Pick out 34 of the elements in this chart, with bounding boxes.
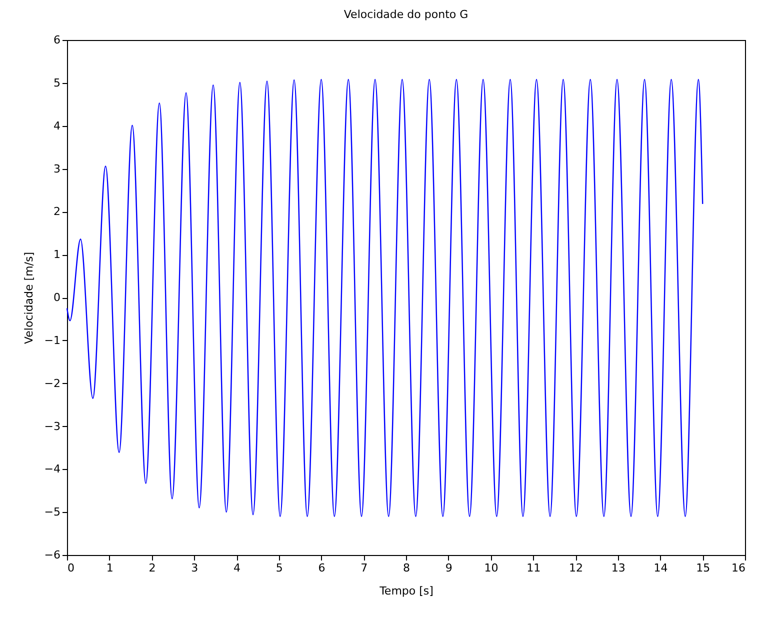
x-tick-label: 1 (106, 562, 114, 574)
x-tick-label: 7 (360, 562, 368, 574)
y-tick-label: −5 (44, 506, 60, 519)
x-tick-label: 15 (696, 562, 710, 574)
y-tick-label: 4 (54, 119, 60, 132)
y-tick-label: 2 (54, 205, 60, 218)
x-tick-label: 16 (732, 562, 746, 574)
chart-title: Velocidade do ponto G (344, 8, 468, 21)
y-tick-label: 0 (54, 291, 60, 304)
y-tick-label: 1 (54, 248, 60, 262)
x-tick-label: 13 (611, 562, 626, 574)
x-tick-label: 9 (445, 562, 452, 574)
x-tick-label: 0 (68, 562, 74, 574)
x-tick-label: 10 (484, 562, 498, 574)
x-tick-label: 6 (318, 562, 326, 574)
y-tick-label: −6 (44, 548, 60, 562)
y-tick-label: −4 (44, 462, 60, 476)
x-tick-label: 5 (276, 562, 283, 574)
y-tick-label: 3 (54, 162, 60, 176)
y-tick-label: −2 (44, 376, 60, 390)
x-tick-label: 3 (191, 562, 198, 574)
x-tick-label: 2 (148, 562, 156, 574)
y-tick-label: −1 (44, 334, 60, 347)
y-tick-label: 6 (54, 34, 60, 46)
x-tick-label: 14 (654, 562, 668, 574)
x-tick-label: 11 (526, 562, 541, 574)
x-axis-title: Tempo [s] (378, 584, 434, 598)
x-tick-label: 8 (403, 562, 410, 574)
x-tick-label: 4 (234, 562, 240, 574)
y-tick-label: 5 (54, 76, 60, 90)
y-tick-label: −3 (44, 420, 60, 433)
y-axis-title: Velocidade [m/s] (22, 252, 36, 344)
x-tick-label: 12 (569, 562, 583, 574)
line-series (66, 78, 704, 517)
